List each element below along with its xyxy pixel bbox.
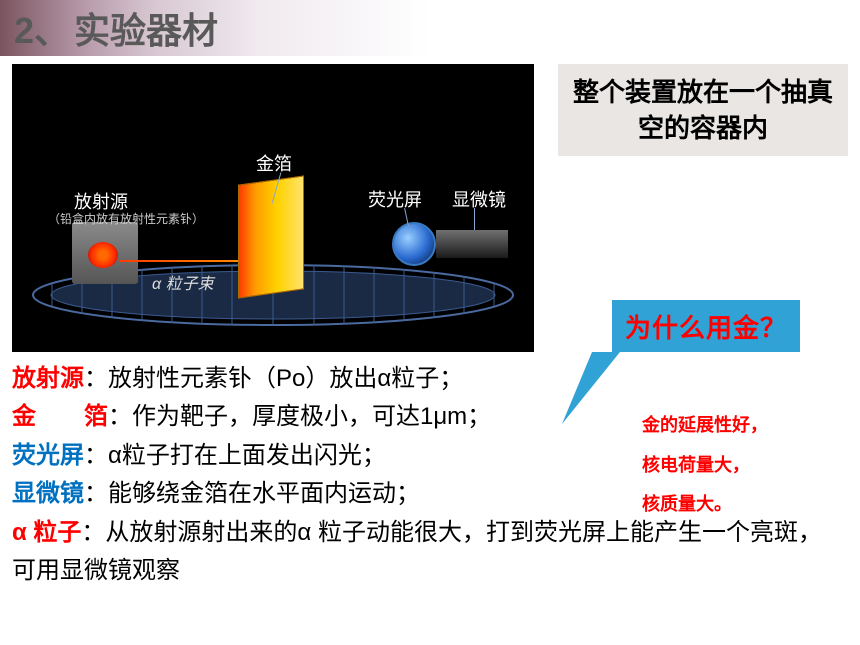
gold-foil	[238, 175, 304, 298]
answer-line-2: 核电荷量大，	[642, 446, 842, 486]
label-microscope: 显微镜	[452, 186, 506, 212]
term-alpha: α 粒子	[12, 519, 81, 546]
desc-line-source: 放射源：放射性元素钋（Po）放出α粒子；	[12, 360, 612, 398]
equipment-description: 放射源：放射性元素钋（Po）放出α粒子； 金 箔：作为靶子，厚度极小，可达1μm…	[12, 360, 612, 590]
desc-line-microscope: 显微镜：能够绕金箔在水平面内运动；	[12, 475, 612, 513]
header-title: 实验器材	[74, 2, 218, 54]
desc-alpha-text: ：从放射源射出来的α 粒子动能很大，打到荧光屏上能产生一个亮斑，可用显微镜观察	[12, 519, 822, 584]
label-screen: 荧光屏	[368, 186, 422, 212]
why-gold-callout: 为什么用金？	[612, 300, 800, 352]
callout-tail-icon	[562, 352, 642, 432]
experiment-diagram: 放射源 （铅盒内放有放射性元素钋） 金箔 α 粒子束 荧光屏 显微镜	[12, 64, 534, 352]
microscope-tube	[436, 230, 508, 258]
header-number: 2、	[14, 2, 70, 54]
alpha-beam-line	[120, 260, 240, 262]
vacuum-note: 整个装置放在一个抽真空的容器内	[558, 64, 848, 156]
term-source: 放射源	[12, 365, 84, 392]
label-beam: α 粒子束	[152, 270, 214, 294]
fluorescent-screen	[392, 222, 436, 266]
answer-line-3: 核质量大。	[642, 485, 842, 525]
desc-line-screen: 荧光屏：α粒子打在上面发出闪光；	[12, 437, 612, 475]
why-gold-text: 为什么用金？	[625, 308, 787, 345]
term-microscope: 显微镜	[12, 480, 84, 507]
pointer-microscope	[474, 208, 475, 230]
main-content: 放射源 （铅盒内放有放射性元素钋） 金箔 α 粒子束 荧光屏 显微镜 整个装置放…	[0, 56, 860, 590]
label-foil: 金箔	[256, 150, 292, 176]
answer-line-1: 金的延展性好，	[642, 406, 842, 446]
term-screen: 荧光屏	[12, 442, 84, 469]
radiation-source-dot	[88, 242, 118, 268]
slide-header: 2、 实验器材	[0, 0, 860, 56]
desc-line-foil: 金 箔：作为靶子，厚度极小，可达1μm；	[12, 398, 612, 436]
desc-foil-text: ：作为靶子，厚度极小，可达1μm；	[108, 403, 491, 430]
term-foil: 金 箔	[12, 403, 108, 430]
desc-screen-text: ：α粒子打在上面发出闪光；	[84, 442, 386, 469]
desc-source-text: ：放射性元素钋（Po）放出α粒子；	[84, 365, 463, 392]
desc-microscope-text: ：能够绕金箔在水平面内运动；	[84, 480, 420, 507]
gold-answer: 金的延展性好， 核电荷量大， 核质量大。	[642, 406, 842, 525]
desc-line-alpha: α 粒子：从放射源射出来的α 粒子动能很大，打到荧光屏上能产生一个亮斑，可用显微…	[12, 514, 832, 591]
label-source-sub: （铅盒内放有放射性元素钋）	[48, 210, 204, 227]
